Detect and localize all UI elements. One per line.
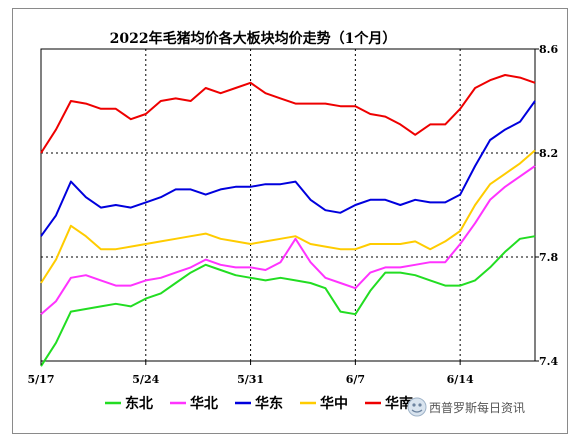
watermark-logo-icon bbox=[407, 397, 427, 417]
series-line bbox=[40, 165, 536, 315]
legend-label: 华南 bbox=[385, 395, 413, 412]
x-tick-label: 5/17 bbox=[28, 373, 55, 386]
watermark: 西普罗斯每日资讯 bbox=[407, 397, 525, 417]
line-chart: 2022年毛猪均价各大板块均价走势（1个月） 5/17 5/24 5/31 6/7 6/… bbox=[28, 30, 558, 417]
x-axis-ticks: 5/17 5/24 5/31 6/7 6/14 bbox=[28, 361, 474, 386]
series-line bbox=[40, 149, 536, 284]
series-layer bbox=[40, 74, 536, 367]
legend-label: 华北 bbox=[190, 395, 218, 412]
series-line bbox=[40, 235, 536, 367]
legend-label: 华中 bbox=[320, 395, 348, 412]
chart-title: 2022年毛猪均价各大板块均价走势（1个月） bbox=[110, 30, 397, 47]
y-tick-label: 8.2 bbox=[539, 147, 558, 160]
series-line bbox=[40, 74, 536, 154]
x-tick-label: 6/7 bbox=[346, 373, 365, 386]
series-line bbox=[40, 100, 536, 237]
chart-frame: 2022年毛猪均价各大板块均价走势（1个月） 5/17 5/24 5/31 6/7 6/… bbox=[12, 8, 568, 434]
legend-label: 东北 bbox=[125, 395, 153, 412]
legend: 东北 华北 华东 华中 华南 bbox=[105, 395, 413, 412]
x-tick-label: 6/14 bbox=[447, 373, 474, 386]
legend-label: 华东 bbox=[255, 395, 283, 412]
x-tick-label: 5/24 bbox=[132, 373, 159, 386]
plot-area bbox=[40, 48, 536, 362]
y-tick-label: 7.4 bbox=[539, 355, 558, 368]
x-tick-label: 5/31 bbox=[237, 373, 264, 386]
y-tick-label: 8.6 bbox=[539, 43, 558, 56]
watermark-text: 西普罗斯每日资讯 bbox=[429, 400, 525, 415]
y-axis-ticks: 7.4 7.8 8.2 8.6 bbox=[535, 43, 558, 368]
y-tick-label: 7.8 bbox=[539, 251, 558, 264]
